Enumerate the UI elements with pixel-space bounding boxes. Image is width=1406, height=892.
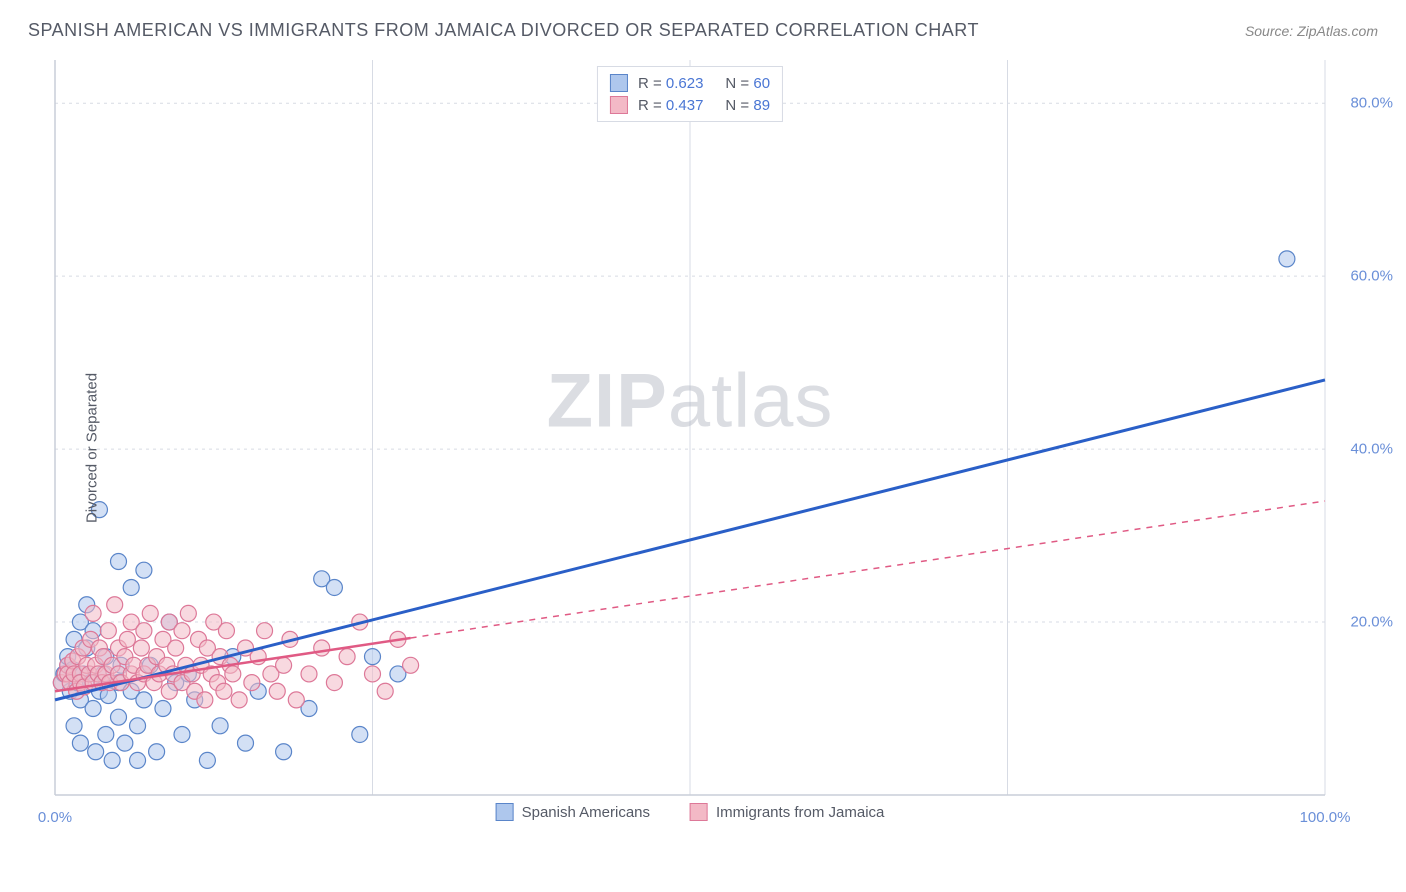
scatter-point [326, 675, 342, 691]
scatter-point [269, 683, 285, 699]
scatter-point [212, 718, 228, 734]
scatter-point [326, 579, 342, 595]
scatter-point [365, 666, 381, 682]
scatter-point [155, 701, 171, 717]
scatter-point [136, 623, 152, 639]
scatter-point [111, 554, 127, 570]
y-tick-label: 20.0% [1350, 614, 1393, 631]
scatter-point [85, 605, 101, 621]
chart-source: Source: ZipAtlas.com [1245, 23, 1378, 39]
scatter-point [244, 675, 260, 691]
legend-row: R = 0.437 N = 89 [610, 94, 770, 116]
legend-swatch [610, 74, 628, 92]
scatter-point [88, 744, 104, 760]
correlation-legend: R = 0.623 N = 60 R = 0.437 N = 89 [597, 66, 783, 122]
scatter-point [276, 744, 292, 760]
scatter-point [66, 718, 82, 734]
scatter-point [180, 605, 196, 621]
scatter-point [119, 631, 135, 647]
legend-item: Immigrants from Jamaica [690, 803, 884, 821]
y-tick-label: 60.0% [1350, 268, 1393, 285]
scatter-point [365, 649, 381, 665]
legend-swatch [610, 96, 628, 114]
y-tick-label: 40.0% [1350, 441, 1393, 458]
series-legend: Spanish Americans Immigrants from Jamaica [496, 803, 885, 821]
chart-title: SPANISH AMERICAN VS IMMIGRANTS FROM JAMA… [28, 20, 979, 41]
scatter-point [216, 683, 232, 699]
scatter-point [136, 562, 152, 578]
scatter-point [72, 735, 88, 751]
scatter-point [218, 623, 234, 639]
scatter-point [403, 657, 419, 673]
scatter-point [352, 726, 368, 742]
y-axis-label: Divorced or Separated [84, 372, 101, 522]
y-tick-label: 80.0% [1350, 95, 1393, 112]
legend-item: Spanish Americans [496, 803, 650, 821]
legend-swatch [690, 803, 708, 821]
legend-swatch [496, 803, 514, 821]
scatter-point [149, 744, 165, 760]
scatter-point [133, 640, 149, 656]
scatter-point [136, 692, 152, 708]
scatter-point [104, 752, 120, 768]
scatter-point [199, 752, 215, 768]
scatter-point [197, 692, 213, 708]
legend-n: N = 89 [725, 97, 770, 114]
scatter-point [231, 692, 247, 708]
scatter-point [130, 718, 146, 734]
scatter-point [123, 579, 139, 595]
scatter-point [130, 752, 146, 768]
scatter-point [168, 640, 184, 656]
scatter-point [111, 709, 127, 725]
scatter-point [276, 657, 292, 673]
legend-label: Immigrants from Jamaica [716, 804, 884, 821]
scatter-point [238, 735, 254, 751]
chart-header: SPANISH AMERICAN VS IMMIGRANTS FROM JAMA… [0, 0, 1406, 53]
legend-r: R = 0.623 [638, 75, 703, 92]
scatter-plot [45, 60, 1335, 835]
scatter-point [107, 597, 123, 613]
scatter-point [225, 666, 241, 682]
legend-r: R = 0.437 [638, 97, 703, 114]
scatter-point [85, 701, 101, 717]
scatter-point [100, 623, 116, 639]
scatter-point [339, 649, 355, 665]
scatter-point [174, 623, 190, 639]
legend-label: Spanish Americans [522, 804, 650, 821]
scatter-point [1279, 251, 1295, 267]
x-tick-label: 0.0% [38, 809, 72, 826]
x-tick-label: 100.0% [1300, 809, 1351, 826]
scatter-point [117, 735, 133, 751]
scatter-point [142, 605, 158, 621]
legend-row: R = 0.623 N = 60 [610, 72, 770, 94]
scatter-point [174, 726, 190, 742]
scatter-point [377, 683, 393, 699]
legend-n: N = 60 [725, 75, 770, 92]
scatter-point [98, 726, 114, 742]
chart-area: Divorced or Separated ZIPatlas R = 0.623… [45, 60, 1335, 835]
scatter-point [257, 623, 273, 639]
scatter-point [314, 640, 330, 656]
scatter-point [288, 692, 304, 708]
trend-line-dashed [411, 501, 1325, 638]
scatter-point [301, 666, 317, 682]
